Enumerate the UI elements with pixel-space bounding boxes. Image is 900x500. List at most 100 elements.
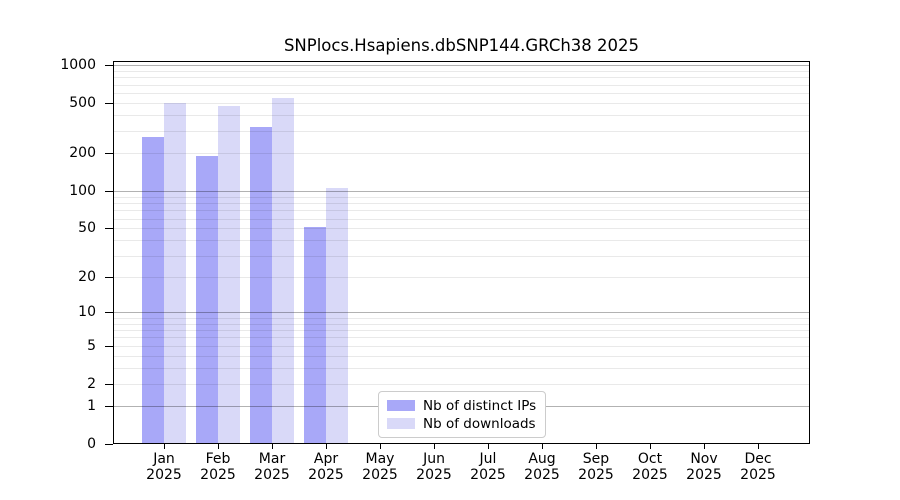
gridline — [113, 65, 810, 66]
y-tick-label: 20 — [78, 269, 96, 285]
y-axis-tick — [105, 345, 113, 347]
y-axis-tick — [105, 444, 113, 445]
gridline — [113, 355, 810, 357]
bar-downloads-jan — [164, 102, 186, 444]
y-axis-tick — [105, 190, 113, 192]
x-tick-year: 2025 — [578, 466, 614, 483]
x-axis-tick — [218, 444, 219, 449]
x-axis-tick — [596, 444, 597, 449]
y-tick-label: 100 — [69, 182, 96, 199]
gridline — [113, 130, 810, 132]
y-axis-tick — [105, 277, 113, 278]
bar-distinct-ips-jan — [142, 136, 164, 444]
y-tick-label: 1000 — [60, 57, 96, 73]
x-tick-year: 2025 — [686, 466, 722, 483]
x-tick-year: 2025 — [632, 466, 668, 483]
y-axis-tick — [105, 406, 113, 407]
x-axis-tick — [326, 444, 327, 449]
x-tick-year: 2025 — [470, 466, 506, 483]
y-axis-tick — [105, 228, 113, 230]
bar-distinct-ips-feb — [196, 155, 218, 444]
x-axis-tick — [758, 444, 759, 449]
distinct-ips-swatch-icon — [387, 400, 415, 411]
y-axis-tick — [105, 383, 113, 385]
y-tick-label: 0 — [87, 436, 96, 452]
legend-label: Nb of downloads — [423, 415, 536, 432]
y-tick-label: 200 — [69, 145, 96, 161]
gridline — [113, 218, 810, 220]
bar-downloads-apr — [326, 188, 348, 444]
gridline — [113, 190, 810, 192]
gridline — [113, 210, 810, 212]
y-tick-label: 10 — [78, 304, 96, 321]
x-tick-month: Jul — [479, 451, 497, 467]
x-axis-tick — [380, 444, 381, 449]
gridline — [113, 77, 810, 79]
x-tick-year: 2025 — [740, 466, 776, 483]
gridline — [113, 115, 810, 117]
gridline — [113, 277, 810, 278]
x-tick-year: 2025 — [524, 466, 560, 483]
x-tick-label: May 2025 — [352, 451, 408, 483]
x-axis-tick — [704, 444, 705, 449]
bar-downloads-feb — [218, 105, 240, 444]
x-tick-label: Jul 2025 — [460, 451, 516, 483]
x-tick-label: Jun 2025 — [406, 451, 462, 483]
x-tick-year: 2025 — [362, 466, 398, 483]
x-tick-month: Sep — [582, 451, 610, 467]
x-tick-year: 2025 — [146, 466, 182, 483]
x-tick-month: Jan — [153, 451, 175, 467]
gridline — [113, 202, 810, 204]
gridline — [113, 92, 810, 94]
x-tick-month: Feb — [205, 451, 231, 467]
legend-label: Nb of distinct IPs — [423, 397, 537, 414]
bar-distinct-ips-mar — [250, 127, 272, 444]
x-tick-month: Nov — [690, 451, 718, 467]
gridline — [113, 153, 810, 154]
x-tick-month: Dec — [744, 451, 772, 467]
x-tick-label: Jan 2025 — [136, 451, 192, 483]
x-tick-label: Feb 2025 — [190, 451, 246, 483]
x-axis-tick — [542, 444, 543, 449]
gridline — [113, 337, 810, 339]
x-tick-month: May — [365, 451, 395, 467]
gridline — [113, 84, 810, 86]
y-axis-tick — [105, 153, 113, 154]
y-axis-tick — [105, 312, 113, 314]
y-tick-label: 50 — [78, 220, 96, 237]
gridline — [113, 312, 810, 314]
gridline — [113, 317, 810, 319]
legend-item-downloads: Nb of downloads — [387, 417, 545, 431]
x-tick-year: 2025 — [254, 466, 290, 483]
gridline — [113, 240, 810, 242]
x-tick-label: Sep 2025 — [568, 451, 624, 483]
gridline — [113, 323, 810, 325]
y-tick-label: 500 — [69, 94, 96, 111]
gridline — [113, 102, 810, 104]
legend-item-distinct-ips: Nb of distinct IPs — [387, 399, 545, 413]
x-axis-tick — [272, 444, 273, 449]
x-axis-tick — [434, 444, 435, 449]
y-tick-label: 5 — [87, 337, 96, 354]
gridline — [113, 345, 810, 347]
x-tick-year: 2025 — [200, 466, 236, 483]
gridline — [113, 367, 810, 369]
x-axis-tick — [650, 444, 651, 449]
x-tick-label: Mar 2025 — [244, 451, 300, 483]
x-tick-label: Dec 2025 — [730, 451, 786, 483]
gridline — [113, 228, 810, 230]
gridline — [113, 383, 810, 385]
gridline — [113, 255, 810, 257]
x-tick-year: 2025 — [308, 466, 344, 483]
x-tick-label: Nov 2025 — [676, 451, 732, 483]
y-axis-tick — [105, 65, 113, 66]
x-axis-tick — [488, 444, 489, 449]
x-tick-month: Aug — [528, 451, 556, 467]
x-axis-tick — [164, 444, 165, 449]
x-tick-label: Apr 2025 — [298, 451, 354, 483]
legend: Nb of distinct IPs Nb of downloads — [378, 391, 546, 438]
gridline — [113, 329, 810, 331]
gridline — [113, 70, 810, 72]
y-tick-label: 2 — [87, 375, 96, 392]
